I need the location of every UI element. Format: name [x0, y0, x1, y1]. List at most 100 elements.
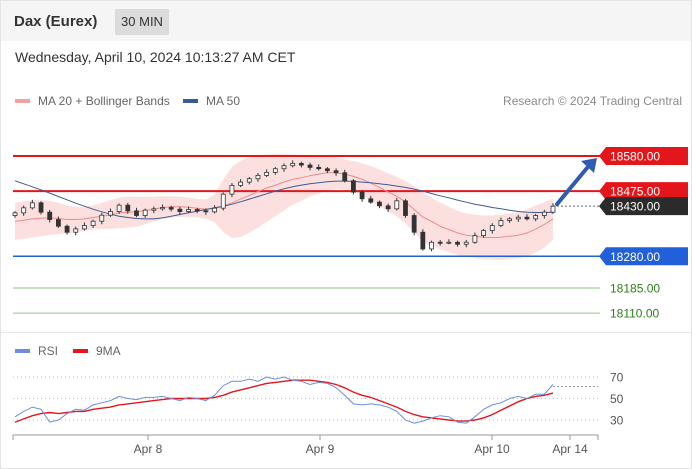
rsi-tick-70: 70 — [610, 371, 624, 385]
rsi-line — [14, 376, 554, 424]
candle-body — [298, 162, 304, 166]
candle-body — [498, 220, 504, 226]
candle-body — [394, 200, 400, 210]
candle-body — [55, 219, 61, 227]
candle-body — [125, 204, 131, 212]
candle-body — [134, 210, 139, 216]
candle-body — [368, 198, 374, 203]
candle-body — [429, 241, 434, 250]
projection-arrow-shaft — [555, 166, 589, 207]
rsi-tick-50: 50 — [610, 392, 624, 406]
header-bar: Dax (Eurex) 30 MIN — [1, 1, 691, 41]
bollinger-band-area — [15, 154, 553, 260]
candle-body — [351, 180, 356, 193]
candle-body — [151, 208, 157, 211]
candle-body — [342, 172, 348, 182]
candle-body — [203, 210, 209, 213]
candle-body — [307, 164, 313, 168]
candle-body — [437, 241, 443, 244]
legend-9ma: 9MA — [73, 344, 121, 358]
candle-body — [281, 165, 287, 170]
candles — [12, 160, 556, 252]
projection-arrow-head — [581, 158, 597, 174]
candle-body — [108, 211, 113, 216]
ma50-swatch — [183, 99, 198, 103]
candle-body — [507, 218, 513, 221]
level-lines — [13, 155, 600, 314]
panel-separator — [1, 332, 691, 333]
legend-bollinger: MA 20 + Bollinger Bands — [15, 94, 170, 108]
candle-body — [333, 170, 339, 174]
candle-body — [463, 241, 469, 245]
candle-body — [377, 201, 382, 207]
candle-body — [515, 216, 521, 220]
rsi-ma-line — [14, 379, 554, 423]
candle-body — [177, 208, 183, 212]
candle-body — [82, 225, 87, 230]
candle-body — [246, 178, 252, 183]
candle-body — [420, 231, 426, 250]
legend-bollinger-label: MA 20 + Bollinger Bands — [38, 94, 170, 108]
timeframe-badge[interactable]: 30 MIN — [115, 9, 169, 35]
candle-body — [524, 216, 530, 220]
moving-averages — [14, 172, 554, 239]
legend-rsi: RSI — [15, 344, 58, 358]
candle-body — [359, 191, 365, 200]
ma50-line — [14, 180, 554, 220]
instrument-title: Dax (Eurex) — [14, 13, 98, 30]
candle-body — [238, 181, 244, 186]
candle-body — [316, 166, 322, 170]
level-label-resistance-0: 18580.00 — [610, 150, 660, 164]
x-tick-label: Apr 14 — [552, 442, 588, 456]
candle-body — [533, 215, 539, 220]
rsi-swatch — [15, 349, 30, 353]
credit-text: Research © 2024 Trading Central — [503, 94, 682, 108]
candle-body — [12, 212, 18, 216]
candle-body — [541, 211, 547, 216]
candle-body — [29, 202, 35, 209]
level-label-box-0 — [599, 147, 688, 166]
candle-body — [403, 200, 408, 216]
candle-body — [47, 211, 53, 220]
level-label-box-3 — [599, 247, 688, 266]
x-tick-label: Apr 9 — [306, 442, 335, 456]
candle-body — [186, 209, 191, 212]
level-label-box-1 — [599, 182, 688, 201]
legend-9ma-label: 9MA — [96, 344, 121, 358]
level-label-resistance-1: 18475.00 — [610, 185, 660, 199]
candle-body — [90, 220, 96, 226]
ma20-line — [14, 172, 554, 239]
timestamp: Wednesday, April 10, 2024 10:13:27 AM CE… — [15, 49, 296, 65]
candle-body — [116, 204, 122, 212]
candle-body — [160, 207, 165, 210]
bollinger-swatch — [15, 99, 30, 103]
legend-ma50-label: MA 50 — [206, 94, 241, 108]
level-label-current-2: 18430.00 — [610, 200, 660, 214]
legend-rsi-label: RSI — [38, 344, 59, 358]
rsi-panel: 70 50 30 — [13, 371, 624, 428]
candle-body — [411, 215, 417, 233]
candle-body — [455, 241, 460, 245]
x-tick-label: Apr 10 — [474, 442, 510, 456]
candle-body — [73, 228, 79, 233]
x-tick-label: Apr 8 — [134, 442, 163, 456]
candle-body — [255, 175, 261, 180]
candle-body — [212, 207, 217, 213]
candle-body — [194, 209, 200, 212]
candle-body — [446, 241, 452, 244]
level-label-box-2 — [599, 197, 688, 216]
candle-body — [481, 230, 486, 236]
candle-body — [264, 172, 270, 176]
level-label-support-3: 18280.00 — [610, 250, 660, 264]
level-label-target-5: 18110.00 — [610, 307, 659, 321]
x-axis: Apr 8 Apr 9 Apr 10 Apr 14 — [12, 434, 599, 456]
candle-body — [21, 207, 27, 214]
candle-body — [64, 225, 70, 233]
candle-body — [324, 168, 330, 172]
candle-body — [99, 214, 105, 222]
bollinger-band — [15, 154, 553, 260]
rsi-tick-30: 30 — [610, 414, 624, 428]
legend-ma50: MA 50 — [183, 94, 240, 108]
candle-body — [489, 225, 495, 231]
